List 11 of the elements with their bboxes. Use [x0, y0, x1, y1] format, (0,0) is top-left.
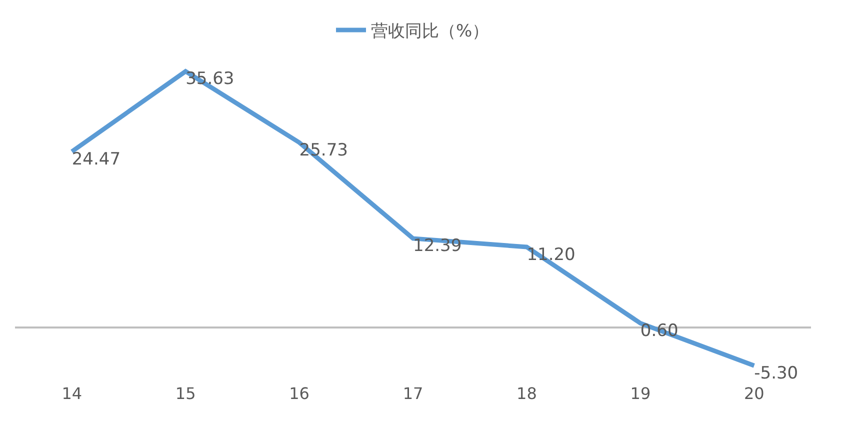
x-tick-label: 14 — [62, 384, 82, 403]
x-tick-label: 18 — [516, 384, 537, 403]
x-tick-label: 15 — [175, 384, 196, 403]
x-tick-label: 17 — [402, 384, 424, 403]
data-label: 24.47 — [72, 149, 121, 170]
x-tick-label: 16 — [289, 384, 310, 403]
data-label: 12.39 — [413, 236, 462, 256]
legend-label: 营收同比（%） — [371, 22, 490, 42]
x-tick-label: 19 — [630, 384, 651, 403]
data-label: -5.30 — [754, 363, 798, 384]
x-tick-label: 20 — [744, 384, 764, 403]
